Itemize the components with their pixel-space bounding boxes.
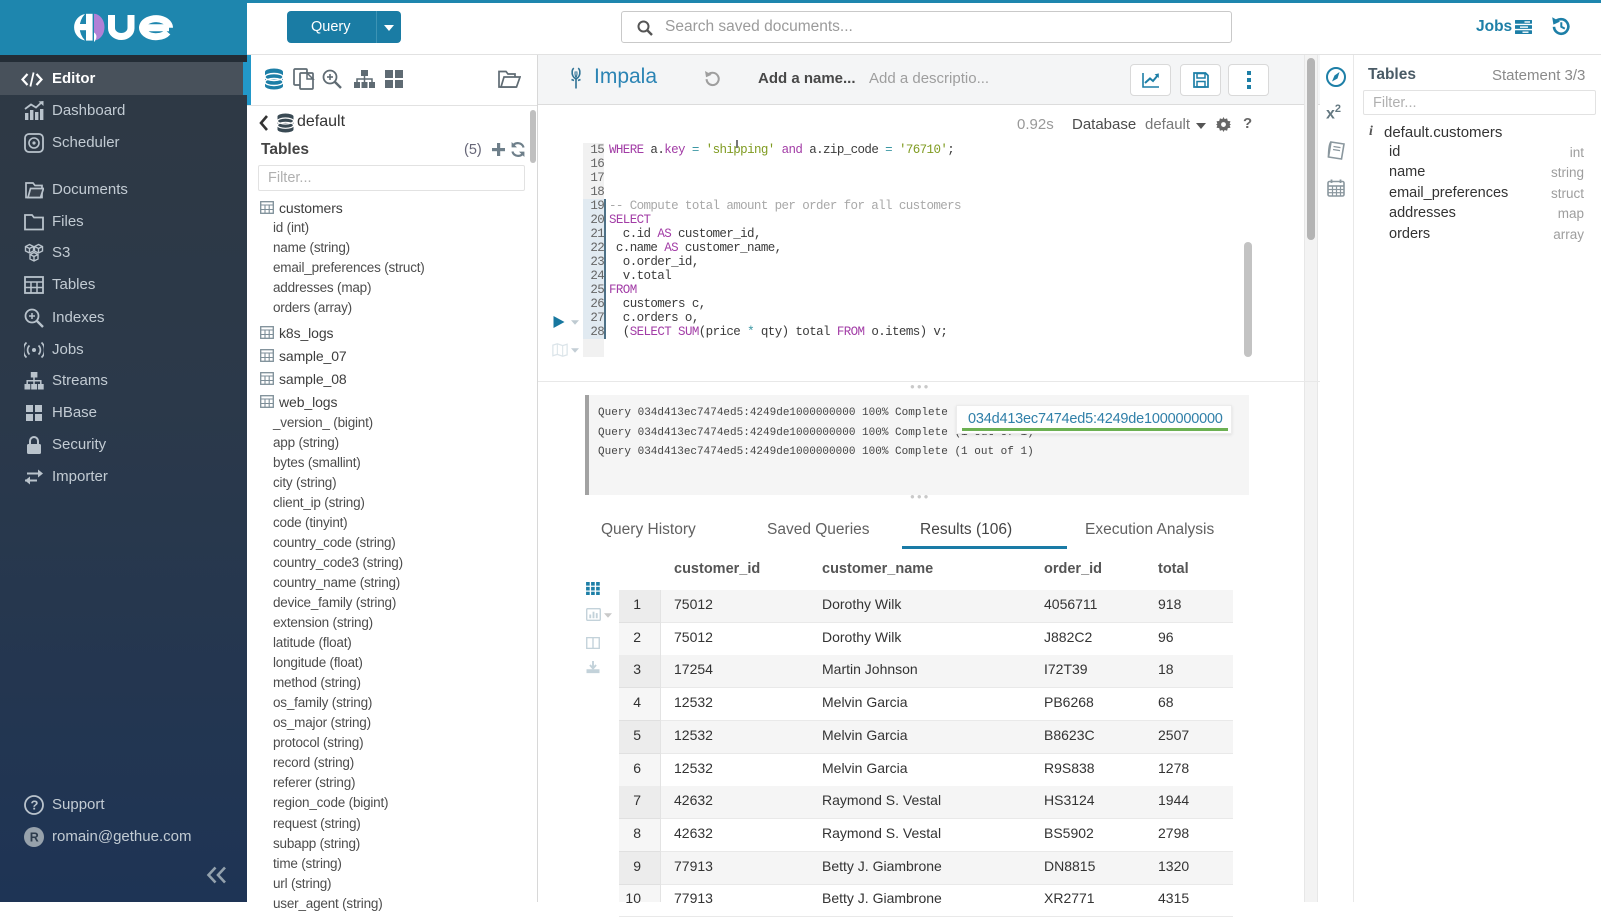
svg-text:R: R [30, 831, 39, 845]
svg-text:?: ? [31, 798, 39, 813]
